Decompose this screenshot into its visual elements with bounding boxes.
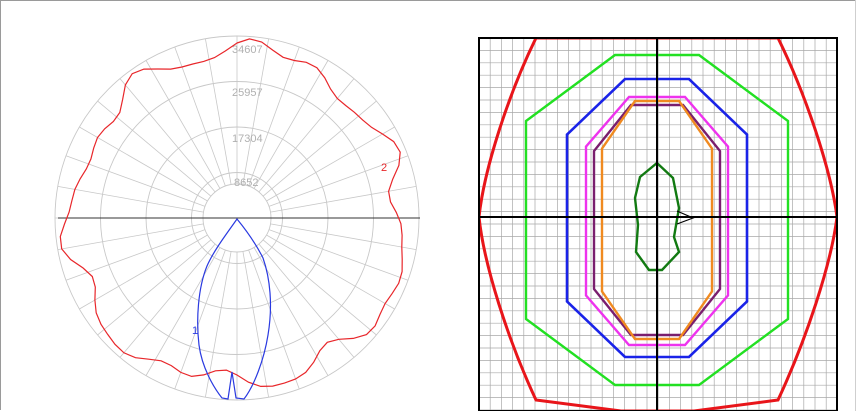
isolux-contour-7 bbox=[633, 161, 681, 272]
polar-spoke bbox=[242, 251, 269, 398]
ring-label-outer: 34607 bbox=[232, 44, 263, 56]
polar-spoke bbox=[258, 243, 355, 358]
isolux-border bbox=[478, 37, 838, 411]
polar-spoke bbox=[145, 60, 221, 189]
polar-spoke bbox=[253, 60, 329, 189]
polar-spoke bbox=[262, 100, 377, 197]
polar-spoke bbox=[79, 234, 208, 310]
polar-spoke bbox=[266, 126, 395, 202]
polar-spoke bbox=[242, 38, 269, 185]
polar-spoke bbox=[262, 239, 377, 336]
polar-spoke bbox=[205, 38, 232, 185]
polar-intensity-plot: 34607 25957 17304 8652 2 1 bbox=[54, 35, 420, 401]
polar-spoke bbox=[205, 251, 232, 398]
polar-spoke bbox=[57, 223, 204, 250]
isolux-contour-3 bbox=[565, 77, 749, 359]
intensity-curve-2 bbox=[59, 38, 403, 388]
curve-label-2: 2 bbox=[381, 162, 387, 174]
polar-spoke bbox=[174, 249, 226, 390]
polar-spoke bbox=[145, 247, 221, 376]
ring-label-2: 17304 bbox=[232, 133, 263, 145]
polar-spoke bbox=[268, 155, 409, 207]
intensity-curve-1 bbox=[197, 218, 272, 400]
polar-spoke bbox=[119, 78, 216, 193]
polar-spoke bbox=[65, 229, 206, 281]
polar-spoke bbox=[268, 229, 409, 281]
polar-spoke bbox=[248, 249, 300, 390]
isolux-contour-4 bbox=[584, 95, 730, 347]
polar-spoke bbox=[65, 155, 206, 207]
isolux-contour-2 bbox=[524, 53, 790, 387]
ring-labels: 34607 25957 17304 8652 bbox=[232, 44, 263, 189]
polar-spoke bbox=[119, 243, 216, 358]
polar-spoke bbox=[57, 186, 204, 213]
curve-label-1: 1 bbox=[192, 325, 198, 337]
polar-spoke bbox=[248, 46, 300, 187]
polar-spoke bbox=[266, 234, 395, 310]
polar-spoke bbox=[270, 186, 417, 213]
polar-spoke bbox=[97, 239, 212, 336]
ring-label-1: 8652 bbox=[234, 177, 258, 189]
isolux-contour-1 bbox=[479, 38, 837, 411]
polar-spoke bbox=[97, 100, 212, 197]
polar-spoke bbox=[79, 126, 208, 202]
isolux-diagram bbox=[478, 37, 838, 411]
polar-spoke bbox=[270, 223, 417, 250]
luminaire-direction-marker bbox=[676, 210, 695, 225]
polar-spoke bbox=[258, 78, 355, 193]
isolux-contour-6 bbox=[600, 99, 714, 341]
polar-spoke bbox=[174, 46, 226, 187]
ring-label-3: 25957 bbox=[232, 87, 263, 99]
